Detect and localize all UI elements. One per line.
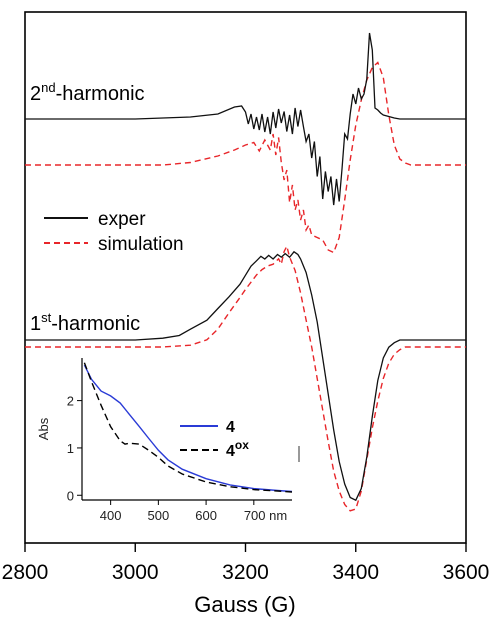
- inset-x-tick-label: 400: [100, 508, 122, 523]
- second-harmonic-label: 2nd-harmonic: [30, 80, 145, 105]
- inset-y-axis-title: Abs: [36, 417, 51, 440]
- inset-background: [82, 358, 292, 500]
- x-axis: 2800 3000 3200 3400 3600 Gauss (G): [2, 543, 490, 617]
- inset-legend-label-4ox-sup: ox: [235, 438, 249, 452]
- second-harmonic-label-sup: nd: [41, 80, 55, 95]
- x-tick-label: 2800: [2, 561, 49, 584]
- inset-legend-label-4ox-base: 4: [226, 443, 235, 460]
- first-harmonic-experimental-line: [25, 250, 466, 502]
- first-harmonic-label-sup: st: [41, 310, 52, 325]
- inset-legend-label-4ox: 4ox: [226, 438, 249, 460]
- first-harmonic-label-rest: -harmonic: [51, 313, 140, 335]
- inset-x-tick-label: 700 nm: [244, 508, 287, 523]
- legend-label-exper: exper: [98, 209, 146, 230]
- x-tick-label: 3400: [332, 561, 379, 584]
- second-harmonic-simulation-line: [25, 61, 466, 254]
- inset-x-tick-label: 500: [148, 508, 170, 523]
- inset-x-tick-label: 600: [195, 508, 217, 523]
- uv-vis-inset: Abs 0 1 2 400 500 600 700 nm 4 4ox: [36, 358, 300, 523]
- inset-series-4ox-line: [83, 362, 293, 493]
- second-harmonic-experimental-line: [25, 32, 466, 206]
- legend: exper simulation: [44, 209, 184, 255]
- inset-legend-label-4: 4: [226, 419, 235, 436]
- inset-y-tick-label: 0: [67, 488, 74, 503]
- first-harmonic-label: 1st-harmonic: [30, 310, 140, 335]
- x-axis-title: Gauss (G): [194, 592, 295, 617]
- second-harmonic-label-rest: -harmonic: [56, 83, 145, 105]
- legend-label-simulation: simulation: [98, 234, 184, 255]
- second-harmonic-label-num: 2: [30, 83, 41, 105]
- inset-y-tick-label: 1: [67, 441, 74, 456]
- x-tick-label: 3200: [222, 561, 269, 584]
- inset-series-4-line: [83, 364, 293, 493]
- first-harmonic-simulation-line: [25, 244, 466, 512]
- x-tick-label: 3000: [112, 561, 159, 584]
- x-tick-label: 3600: [443, 561, 490, 584]
- inset-y-tick-label: 2: [67, 394, 74, 409]
- first-harmonic-label-num: 1: [30, 313, 41, 335]
